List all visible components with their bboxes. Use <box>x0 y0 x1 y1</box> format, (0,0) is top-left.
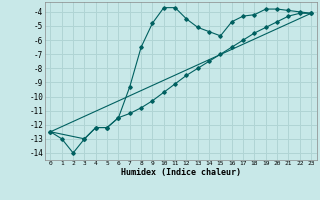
X-axis label: Humidex (Indice chaleur): Humidex (Indice chaleur) <box>121 168 241 177</box>
